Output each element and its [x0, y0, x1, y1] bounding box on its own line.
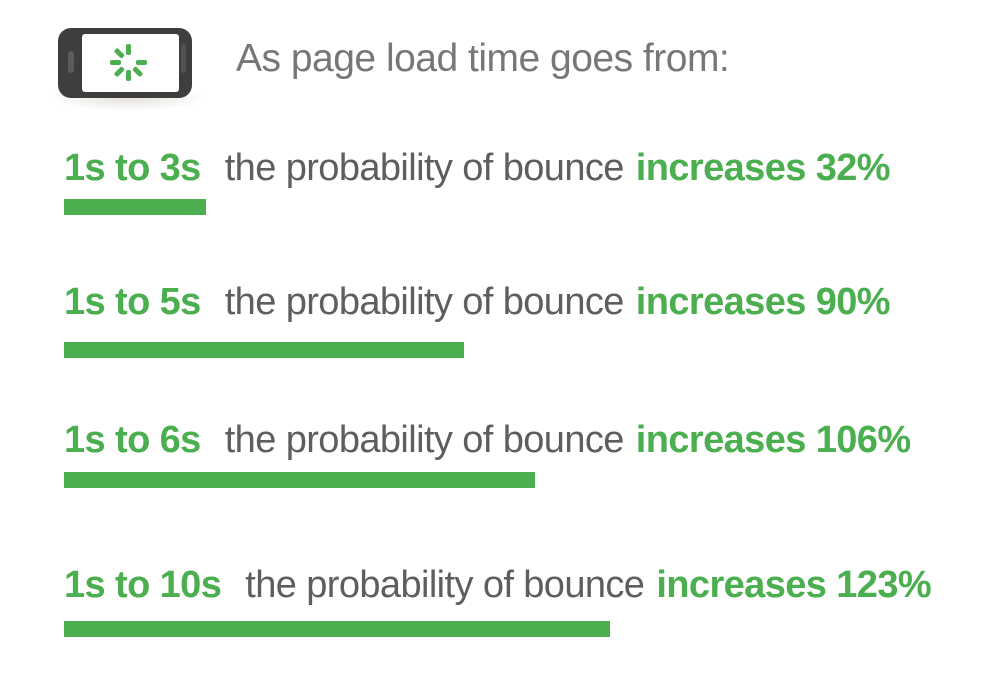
spinner-segment [125, 43, 131, 55]
increase-result: increases 106% [635, 419, 911, 461]
phone-screen [82, 34, 179, 92]
spinner-segment [109, 59, 121, 65]
load-time-range: 1s to 3s [64, 147, 201, 189]
loading-spinner-icon [108, 42, 148, 82]
stat-row: 1s to 6s the probability of bounce increas… [64, 421, 911, 459]
phone-icon [58, 28, 192, 98]
bounce-label: the probability of bounce [224, 147, 625, 189]
load-time-range: 1s to 6s [64, 419, 201, 461]
increase-result: increases 90% [635, 281, 891, 323]
stat-row: 1s to 10s the probability of bounce increa… [64, 564, 932, 606]
stat-row: 1s to 3s the probability of bounce increas… [64, 147, 891, 189]
spinner-segment [135, 59, 147, 65]
bounce-label: the probability of bounce [224, 281, 625, 323]
phone-side-button-icon [68, 51, 74, 73]
spinner-segment [113, 65, 125, 77]
bounce-increase-bar [64, 342, 464, 358]
bounce-increase-bar [64, 199, 206, 215]
bounce-increase-bar [64, 621, 610, 637]
spinner-segment [131, 65, 143, 77]
increase-result: increases 123% [656, 564, 932, 606]
phone-power-button-icon [181, 44, 186, 73]
spinner-segment [113, 47, 125, 59]
load-time-range: 1s to 10s [64, 564, 222, 606]
load-time-range: 1s to 5s [64, 281, 201, 323]
spinner-segment [125, 69, 131, 81]
page-title: As page load time goes from: [236, 37, 730, 80]
increase-result: increases 32% [635, 147, 891, 189]
bounce-increase-bar [64, 472, 535, 488]
bounce-label: the probability of bounce [224, 419, 625, 461]
bounce-label: the probability of bounce [245, 564, 645, 606]
stat-row: 1s to 5s the probability of bounce increas… [64, 281, 891, 323]
